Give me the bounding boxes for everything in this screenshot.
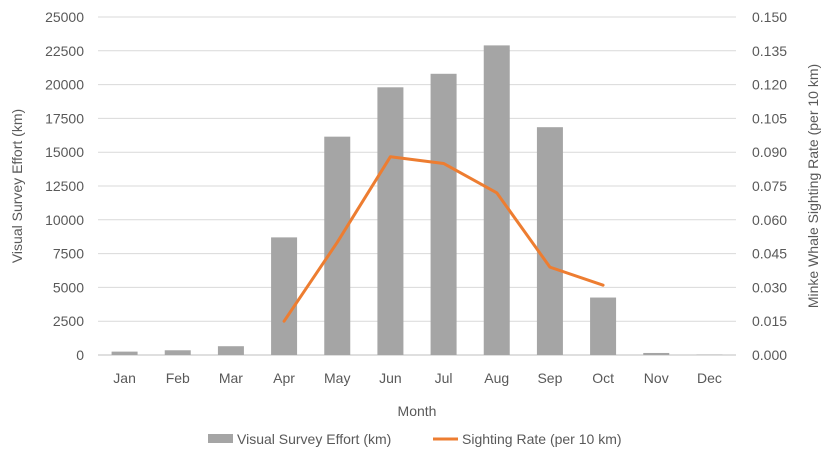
y2-tick-label: 0.150 [752, 9, 787, 25]
y-tick-label: 25000 [45, 9, 84, 25]
bar [377, 87, 404, 355]
y2-tick-label: 0.075 [752, 178, 787, 194]
y-axis-title: Visual Survey Effort (km) [9, 109, 25, 263]
y-tick-label: 2500 [53, 313, 84, 329]
y-tick-label: 12500 [45, 178, 84, 194]
y-tick-label: 15000 [45, 144, 84, 160]
y-tick-label: 17500 [45, 110, 84, 126]
bar [111, 351, 138, 355]
bar-series [111, 45, 723, 355]
x-tick-label: Jan [113, 370, 136, 386]
legend-swatch-effort [208, 434, 233, 443]
y2-tick-label: 0.135 [752, 43, 787, 59]
y2-tick-label: 0.030 [752, 279, 787, 295]
y2-tick-label: 0.060 [752, 212, 787, 228]
x-tick-label: Jun [379, 370, 402, 386]
x-tick-label: Aug [484, 370, 509, 386]
line-series [282, 155, 605, 323]
bar [271, 237, 298, 355]
bar [324, 136, 351, 355]
legend-label-effort: Visual Survey Effort (km) [237, 431, 391, 447]
y2-tick-label: 0.000 [752, 347, 787, 363]
bar [643, 352, 670, 355]
x-tick-label: Feb [166, 370, 190, 386]
y2-axis-title: Minke Whale Sighting Rate (per 10 km) [805, 64, 821, 308]
x-axis-ticks: Jan Feb Mar Apr May Jun Jul Aug Sep Oct Nov Dec [113, 370, 722, 386]
bar [483, 45, 510, 355]
legend: Visual Survey Effort (km) Sighting Rate … [208, 431, 622, 447]
x-tick-label: Sep [537, 370, 562, 386]
legend-label-rate: Sighting Rate (per 10 km) [462, 431, 622, 447]
x-tick-label: Dec [697, 370, 722, 386]
y2-tick-label: 0.045 [752, 246, 787, 262]
bar [536, 127, 563, 355]
bar [217, 346, 244, 355]
bar [590, 297, 617, 355]
y-tick-label: 0 [76, 347, 84, 363]
sighting-rate-line [282, 155, 605, 323]
y2-tick-label: 0.015 [752, 313, 787, 329]
y-tick-label: 22500 [45, 43, 84, 59]
y-tick-label: 20000 [45, 77, 84, 93]
x-tick-label: Oct [592, 370, 614, 386]
y-tick-label: 10000 [45, 212, 84, 228]
y-tick-label: 7500 [53, 246, 84, 262]
gridlines [98, 16, 736, 356]
left-axis-ticks: 0 2500 5000 7500 10000 12500 15000 17500 20000 22… [45, 9, 84, 363]
bar [430, 73, 457, 355]
bar [164, 350, 191, 355]
y2-tick-label: 0.105 [752, 110, 787, 126]
x-tick-label: Mar [219, 370, 243, 386]
y-tick-label: 5000 [53, 279, 84, 295]
y2-tick-label: 0.120 [752, 77, 787, 93]
x-tick-label: Nov [644, 370, 669, 386]
right-axis-ticks: 0.000 0.015 0.030 0.045 0.060 0.075 0.090 0.105… [752, 9, 787, 363]
x-tick-label: May [324, 370, 350, 386]
y2-tick-label: 0.090 [752, 144, 787, 160]
x-tick-label: Jul [435, 370, 453, 386]
x-tick-label: Apr [273, 370, 295, 386]
x-axis-title: Month [398, 403, 437, 419]
